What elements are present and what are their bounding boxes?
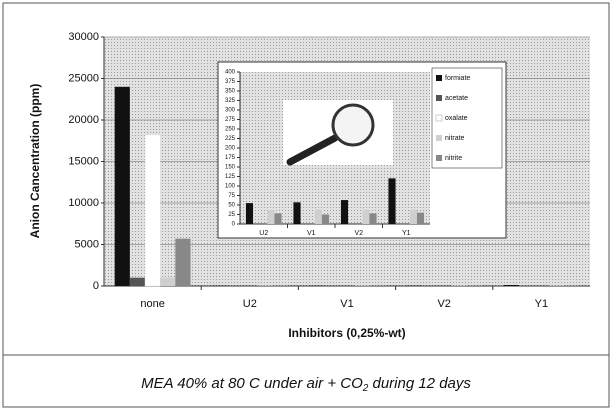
bar [369,213,377,224]
y-tick-label: 125 [225,174,236,180]
x-tick-label: V1 [340,298,353,310]
bar [267,210,275,224]
y-tick-label: 225 [225,136,236,142]
legend-label: nitrate [445,135,465,142]
caption-text: during 12 days [368,375,471,392]
bar [245,203,254,224]
caption-text: MEA 40% at 80 C under air + CO [141,375,363,392]
y-tick-label: 250 [225,127,236,133]
bar [409,209,417,224]
y-tick-label: 325 [225,98,236,104]
legend-swatch [435,114,443,122]
y-tick-label: 15000 [68,155,99,167]
y-tick-label: 5000 [75,238,99,250]
legend-label: formiate [445,75,470,82]
legend-swatch [436,155,442,161]
bar [160,277,176,286]
y-tick-label: 10000 [68,197,99,209]
y-tick-label: 30000 [68,31,99,43]
y-tick-label: 300 [225,108,236,114]
y-tick-label: 50 [228,203,235,209]
caption-sub: 2 [362,383,369,394]
bar [293,202,301,224]
inset-chart: 0 25 50 75 100 125 150 175 200 225 250 275 300 325 350… [225,67,503,237]
legend-label: acetate [445,95,468,102]
x-tick-label: V2 [354,230,363,237]
y-tick-label: 175 [225,155,236,161]
y-tick-label: 375 [225,79,236,85]
bar [129,277,146,286]
legend-swatch [436,95,442,101]
bar [144,134,161,287]
bar [274,213,282,224]
bar [314,209,322,224]
y-tick-label: 0 [232,222,236,228]
legend-label: nitrite [445,155,462,162]
legend-swatch [436,75,442,81]
y-tick-label: 0 [93,280,99,292]
y-tick-label: 20000 [68,114,99,126]
magnifier-icon [286,103,375,166]
x-tick-label: V2 [437,298,450,310]
y-tick-label: 100 [225,184,236,190]
bar [175,238,191,286]
caption: MEA 40% at 80 C under air + CO2 during 1… [141,375,471,394]
x-tick-label: Y1 [402,230,411,237]
bar [388,178,396,224]
bar [321,214,330,224]
bar [340,200,349,224]
y-axis-label: Anion Cancentration (ppm) [28,84,42,239]
y-tick-label: 200 [225,146,236,152]
x-tick-label: Y1 [535,298,548,310]
x-axis-label: Inhibitors (0,25%-wt) [288,326,405,340]
x-tick-label: U2 [259,230,268,237]
bar [362,209,370,224]
bar [503,285,519,286]
legend-swatch [436,135,442,141]
main-chart: 0 5000 10000 15000 20000 25000 30000 none U2 V1 V2… [68,31,590,310]
y-tick-label: 400 [225,70,236,76]
legend-box [431,67,503,169]
bar [406,285,422,286]
x-tick-label: none [140,298,164,310]
bar [114,86,130,286]
x-tick-label: V1 [307,230,316,237]
y-tick-label: 350 [225,89,236,95]
y-tick-label: 25 [228,212,235,218]
y-tick-label: 275 [225,117,236,123]
bar [416,212,425,224]
y-tick-label: 150 [225,165,236,171]
y-tick-label: 25000 [68,72,99,84]
x-tick-label: U2 [243,298,257,310]
y-tick-label: 75 [228,193,235,199]
legend-label: oxalate [445,115,468,122]
